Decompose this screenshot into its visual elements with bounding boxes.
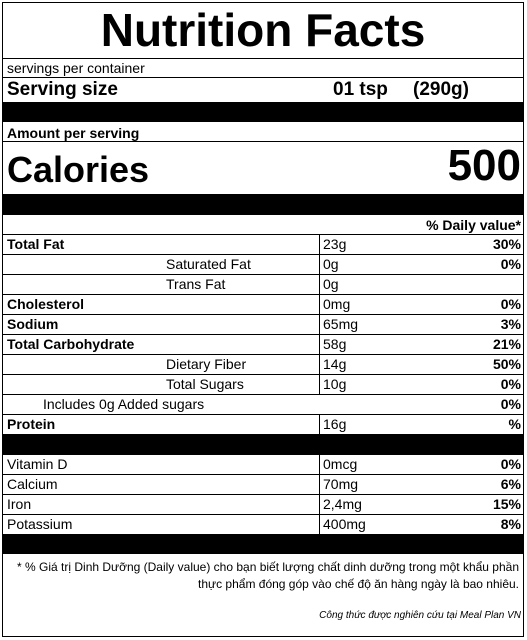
column-divider	[319, 515, 320, 534]
nutrient-name: Saturated Fat	[166, 256, 251, 272]
nutrient-row-cholesterol: Cholesterol 0mg 0%	[3, 294, 523, 314]
column-divider	[319, 495, 320, 514]
nutrient-name: Protein	[7, 416, 56, 432]
nutrient-name: Sodium	[7, 316, 59, 332]
column-divider	[319, 475, 320, 494]
nutrient-name: Includes 0g Added sugars	[43, 396, 205, 412]
nutrient-row-total-sugars: Total Sugars 10g 0%	[3, 374, 523, 394]
nutrient-row-total-carbohydrate: Total Carbohydrate 58g 21%	[3, 334, 523, 354]
daily-value-header: % Daily value*	[3, 215, 523, 234]
column-divider	[319, 375, 320, 394]
calories-label: Calories	[7, 149, 150, 190]
nutrient-row-added-sugars: Includes 0g Added sugars 0%	[3, 394, 523, 414]
thick-divider	[3, 434, 523, 455]
column-divider	[319, 275, 320, 294]
vitamin-row-iron: Iron 2,4mg 15%	[3, 494, 523, 514]
column-divider	[319, 415, 320, 434]
nutrient-row-trans-fat: Trans Fat 0g	[3, 274, 523, 294]
serving-size-row: Serving size 01 tsp (290g)	[3, 77, 523, 102]
calories-row: Calories 500	[3, 141, 523, 194]
vitamin-row-potassium: Potassium 400mg 8%	[3, 514, 523, 534]
vitamin-name: Calcium	[7, 476, 58, 492]
nutrient-amount: 16g	[323, 416, 347, 432]
nutrient-name: Dietary Fiber	[166, 356, 247, 372]
nutrient-daily-value: 21%	[492, 336, 521, 352]
vitamin-daily-value: 15%	[492, 496, 521, 512]
nutrient-row-sodium: Sodium 65mg 3%	[3, 314, 523, 334]
nutrient-daily-value: 0%	[500, 396, 521, 412]
nutrient-daily-value: %	[508, 416, 521, 432]
nutrient-name: Total Carbohydrate	[7, 336, 135, 352]
vitamin-row-vitamin-d: Vitamin D 0mcg 0%	[3, 455, 523, 474]
nutrient-name: Cholesterol	[7, 296, 85, 312]
nutrient-row-dietary-fiber: Dietary Fiber 14g 50%	[3, 354, 523, 374]
nutrient-row-total-fat: Total Fat 23g 30%	[3, 234, 523, 254]
vitamin-amount: 0mcg	[323, 456, 358, 472]
column-divider	[319, 355, 320, 374]
nutrient-row-protein: Protein 16g %	[3, 414, 523, 434]
column-divider	[319, 335, 320, 354]
nutrient-name: Total Sugars	[166, 376, 244, 392]
thick-divider	[3, 102, 523, 122]
vitamin-name: Vitamin D	[7, 456, 68, 472]
column-divider	[319, 255, 320, 274]
nutrient-amount: 14g	[323, 356, 347, 372]
nutrient-name: Total Fat	[7, 236, 65, 252]
nutrient-daily-value: 50%	[492, 356, 521, 372]
column-divider	[319, 295, 320, 314]
label-title: Nutrition Facts	[100, 4, 426, 56]
nutrient-daily-value: 3%	[500, 316, 521, 332]
column-divider	[319, 315, 320, 334]
calories-value: 500	[447, 141, 521, 190]
vitamin-daily-value: 8%	[500, 516, 521, 532]
serving-size-amount: 01 tsp	[333, 79, 388, 100]
vitamin-daily-value: 6%	[500, 476, 521, 492]
serving-size-label: Serving size	[7, 79, 118, 100]
column-divider	[319, 235, 320, 254]
nutrient-daily-value: 30%	[492, 236, 521, 252]
thick-divider	[3, 194, 523, 215]
vitamin-row-calcium: Calcium 70mg 6%	[3, 474, 523, 494]
vitamin-amount: 70mg	[323, 476, 359, 492]
nutrient-amount: 23g	[323, 236, 347, 252]
nutrient-amount: 0mg	[323, 296, 351, 312]
nutrient-daily-value: 0%	[500, 376, 521, 392]
thick-divider	[3, 534, 523, 554]
recipe-credit: Công thức được nghiên cứu tại Meal Plan …	[319, 610, 521, 621]
nutrient-daily-value: 0%	[500, 256, 521, 272]
vitamin-amount: 2,4mg	[323, 496, 362, 512]
nutrient-amount: 0g	[323, 256, 339, 272]
nutrient-daily-value: 0%	[500, 296, 521, 312]
nutrient-amount: 58g	[323, 336, 347, 352]
servings-per-container: servings per container	[3, 58, 523, 77]
nutrient-name: Trans Fat	[166, 276, 226, 292]
nutrient-amount: 0g	[323, 276, 339, 292]
nutrient-amount: 10g	[323, 376, 347, 392]
nutrient-amount: 65mg	[323, 316, 359, 332]
vitamin-name: Potassium	[7, 516, 73, 532]
serving-size-grams: (290g)	[413, 79, 469, 100]
column-divider	[319, 455, 320, 474]
vitamin-daily-value: 0%	[500, 456, 521, 472]
nutrient-row-saturated-fat: Saturated Fat 0g 0%	[3, 254, 523, 274]
daily-value-header-text: % Daily value*	[426, 217, 521, 233]
vitamin-name: Iron	[7, 496, 32, 512]
daily-value-footnote: * % Giá trị Dinh Dưỡng (Daily value) cho…	[17, 560, 519, 591]
amount-per-serving: Amount per serving	[7, 125, 140, 141]
vitamin-amount: 400mg	[323, 516, 366, 532]
